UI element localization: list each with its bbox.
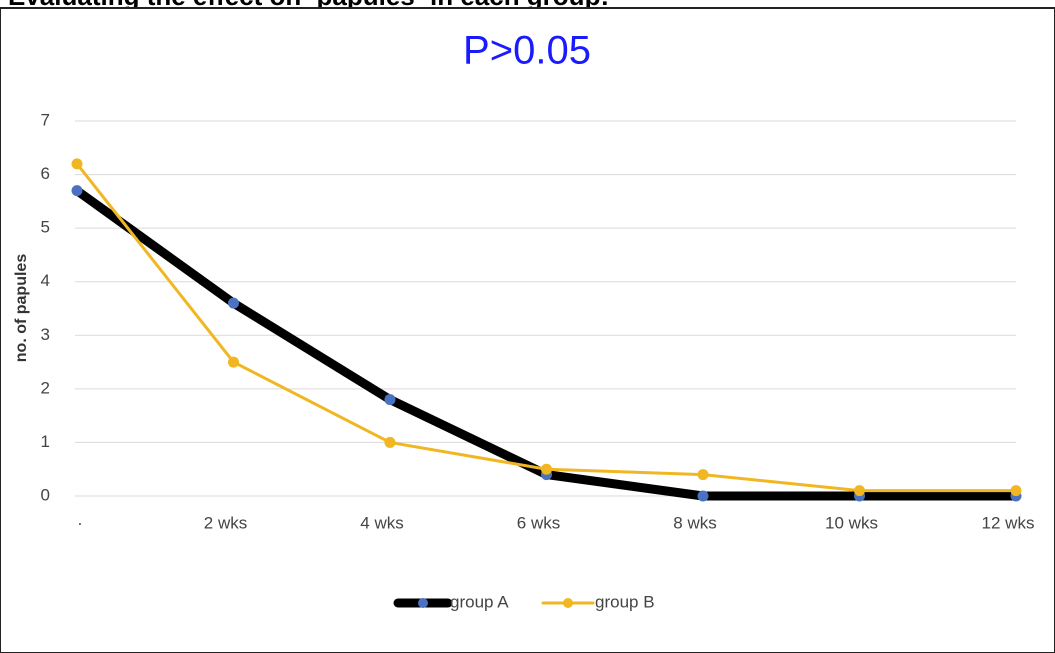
x-tick-label: 8 wks [673,513,716,532]
data-point [1010,485,1022,497]
header: Evaluating the effect on papules in each… [8,0,609,11]
y-axis-label: no. of papules [13,254,30,363]
y-tick-label: 0 [41,485,50,504]
x-tick-label: 2 wks [204,513,247,532]
data-point [228,297,239,309]
data-point [71,185,83,197]
legend-label: group A [450,592,509,611]
y-tick-label: 2 [41,378,50,397]
data-point [854,485,865,497]
y-tick-label: 5 [41,218,50,237]
data-point [71,158,83,170]
y-tick-label: 4 [41,271,50,290]
data-point [384,436,396,448]
x-tick-label: 4 wks [360,513,403,532]
data-point [541,463,552,475]
data-point [697,469,709,481]
x-tick-label: 12 wks [982,513,1035,532]
y-tick-label: 7 [41,110,50,129]
annotation: P>0.05 [463,29,591,73]
data-point [384,394,396,406]
y-tick-label: 1 [41,432,50,451]
legend-label: group B [595,592,655,611]
legend-marker [418,598,428,608]
y-tick-label: 6 [41,164,50,183]
data-point [228,356,239,368]
x-tick-label: 10 wks [825,513,878,532]
x-tick-label: · [77,513,83,532]
frame [0,7,1055,653]
legend-marker [563,598,573,608]
y-tick-label: 3 [41,325,50,344]
header-text: Evaluating the effect on [8,0,301,11]
x-tick-label: 6 wks [517,513,560,532]
data-point [697,490,709,502]
header-highlight: papules [317,0,415,11]
header-text: in each group: [430,0,609,11]
